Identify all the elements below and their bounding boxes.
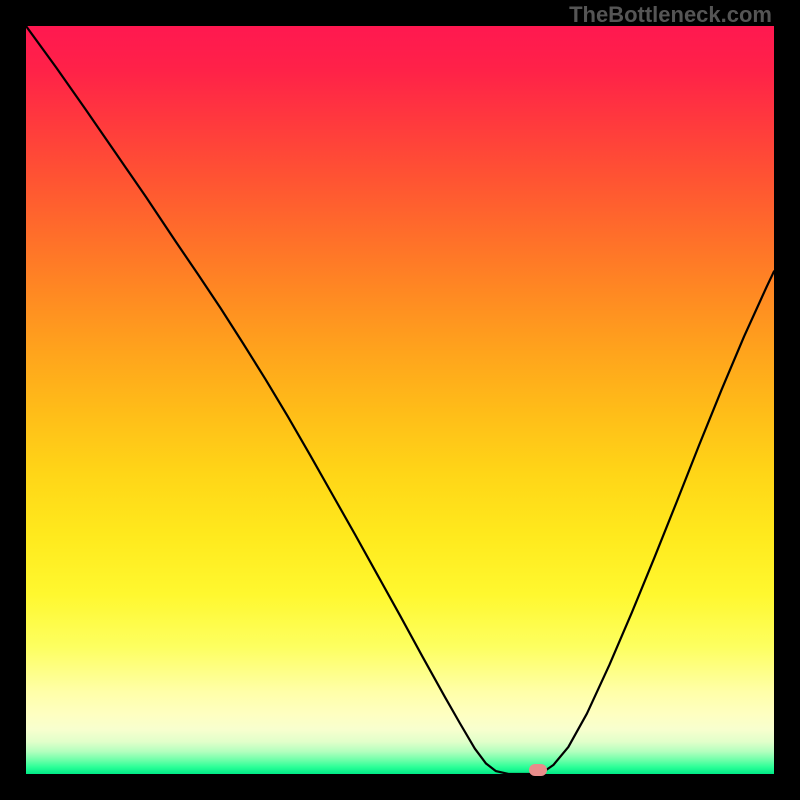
watermark-text: TheBottleneck.com [569,2,772,28]
plot-area [26,26,774,774]
chart-frame: TheBottleneck.com [0,0,800,800]
optimal-marker [529,764,547,776]
bottleneck-curve [26,26,774,774]
